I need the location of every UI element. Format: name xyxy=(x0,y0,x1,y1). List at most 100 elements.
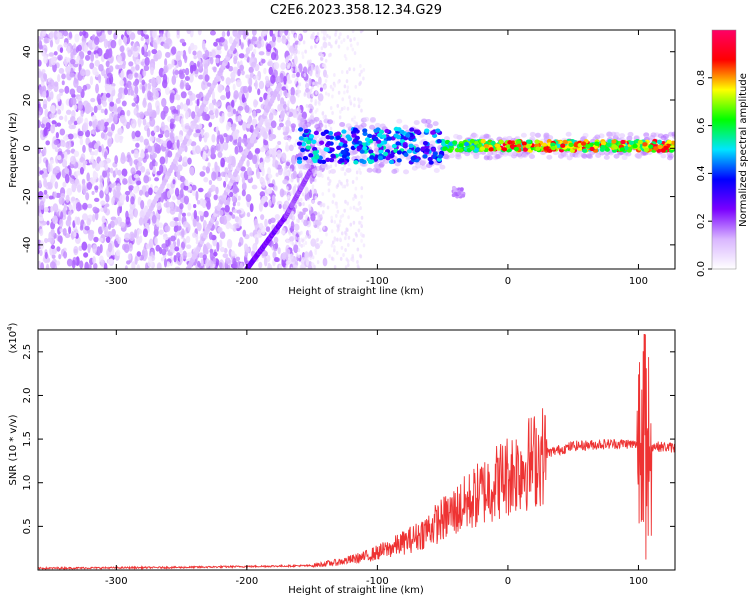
spectrogram-ridge-halo xyxy=(613,153,620,159)
spectrogram-ridge-halo xyxy=(487,150,494,156)
colorbar-tick-label: 0.2 xyxy=(696,213,707,229)
spectrogram-noise-blob xyxy=(39,228,44,237)
spectrogram-noise-blob xyxy=(211,90,215,101)
spectrogram-ridge-halo xyxy=(308,119,315,125)
spectrogram-noise-blob xyxy=(272,250,277,259)
spectrogram-ridge-point xyxy=(313,130,319,136)
spectrogram-noise-blob xyxy=(221,76,225,82)
spectrogram-noise-blob xyxy=(86,181,93,190)
spectrogram-noise-blob xyxy=(294,40,299,45)
spectrogram-ridge-point xyxy=(408,143,414,149)
spectrogram-noise-blob xyxy=(281,152,287,162)
spectrogram-y-tick-label: -20 xyxy=(22,188,33,204)
colorbar-tick-label: 0.4 xyxy=(696,165,707,181)
spectrogram-ridge-point xyxy=(356,145,362,150)
spectrogram-noise-blob xyxy=(283,89,288,97)
spectrogram-faint-blob xyxy=(311,111,314,116)
spectrogram-faint-blob xyxy=(359,254,363,259)
spectrogram-faint-blob xyxy=(299,265,303,269)
colorbar-label: Normalized spectral amplitude xyxy=(738,73,749,227)
spectrogram-noise-blob xyxy=(274,30,278,38)
spectrogram-noise-blob xyxy=(251,30,257,36)
spectrogram-noise-blob xyxy=(66,57,71,63)
spectrogram-noise-blob xyxy=(319,87,323,92)
spectrogram-faint-blob xyxy=(359,206,362,211)
spectrogram-noise-blob xyxy=(73,231,77,238)
spectrogram-noise-blob xyxy=(102,170,108,178)
spectrogram-noise-blob xyxy=(256,40,262,49)
spectrogram-noise-blob xyxy=(139,235,143,244)
spectrogram-noise-blob xyxy=(124,232,131,241)
spectrogram-noise-blob xyxy=(164,225,171,233)
spectrogram-noise-blob xyxy=(215,142,221,152)
spectrogram-noise-blob xyxy=(69,115,76,123)
spectrogram-ridge-halo xyxy=(349,150,356,156)
spectrogram-noise-blob xyxy=(232,83,236,91)
spectrogram-y-axis: -40 -20 0 20 40 xyxy=(22,45,675,253)
spectrogram-noise-blob xyxy=(227,111,232,118)
spectrogram-noise-blob xyxy=(107,30,112,35)
spectrogram-noise-blob xyxy=(137,30,142,35)
spectrogram-ridge-point xyxy=(362,131,368,137)
spectrogram-ridge-halo xyxy=(420,164,427,170)
spectrogram-noise-blob xyxy=(87,39,94,49)
spectrogram-noise-blob xyxy=(91,190,95,196)
spectrogram-noise-blob xyxy=(153,42,158,50)
spectrogram-faint-blob xyxy=(335,213,338,218)
spectrogram-noise-blob xyxy=(178,59,183,68)
spectrogram-ridge-point xyxy=(354,135,360,141)
spectrogram-noise-blob xyxy=(176,30,180,36)
spectrogram-noise-blob xyxy=(197,30,202,36)
spectrogram-faint-blob xyxy=(311,93,314,98)
spectrogram-ridge-point xyxy=(632,143,638,149)
spectrogram-noise-blob xyxy=(52,215,59,225)
spectrogram-noise-blob xyxy=(246,123,251,129)
spectrogram-noise-blob xyxy=(156,35,160,45)
spectrogram-noise-blob xyxy=(117,127,123,136)
spectrogram-faint-blob xyxy=(344,56,348,61)
spectrogram-noise-blob xyxy=(277,247,281,255)
spectrogram-noise-blob xyxy=(261,195,267,203)
spectrogram-faint-blob xyxy=(306,150,310,155)
spectrogram-noise-blob xyxy=(118,38,122,46)
snr-x-tick-label: -100 xyxy=(366,576,389,587)
spectrogram-noise-blob xyxy=(103,226,109,237)
spectrogram-noise-blob xyxy=(273,110,278,116)
spectrogram-noise-blob xyxy=(264,75,270,82)
spectrogram-noise-blob xyxy=(258,80,265,90)
spectrogram-noise-blob xyxy=(237,68,241,77)
spectrogram-faint-blob xyxy=(293,80,297,85)
spectrogram-noise-blob xyxy=(64,151,68,161)
spectrogram-faint-blob xyxy=(337,90,341,95)
spectrogram-noise-blob xyxy=(79,137,84,146)
spectrogram-noise-blob xyxy=(244,53,249,58)
spectrogram-noise-blob xyxy=(86,172,90,182)
spectrogram-noise-blob xyxy=(105,92,111,98)
spectrogram-marks xyxy=(38,30,675,269)
spectrogram-ridge-halo xyxy=(455,151,462,157)
spectrogram-noise-blob xyxy=(242,121,247,131)
spectrogram-noise-blob xyxy=(216,241,220,252)
spectrogram-faint-blob xyxy=(333,237,337,242)
spectrogram-faint-blob xyxy=(344,236,347,241)
spectrogram-noise-blob xyxy=(196,199,201,205)
spectrogram-faint-blob xyxy=(313,264,316,269)
spectrogram-noise-blob xyxy=(113,103,118,114)
spectrogram-noise-blob xyxy=(58,67,65,74)
spectrogram-ridge-point xyxy=(312,146,318,152)
spectrogram-faint-blob xyxy=(360,69,363,74)
spectrogram-noise-blob xyxy=(237,105,244,111)
spectrogram-ridge-halo xyxy=(494,154,501,160)
spectrogram-noise-blob xyxy=(130,66,135,72)
spectrogram-faint-blob xyxy=(289,191,293,196)
spectrogram-noise-blob xyxy=(41,173,45,179)
spectrogram-noise-blob xyxy=(142,69,147,77)
spectrogram-ridge-halo xyxy=(464,151,471,157)
spectrogram-noise-blob xyxy=(48,195,54,200)
spectrogram-noise-blob xyxy=(224,86,230,93)
spectrogram-ridge-halo xyxy=(483,155,490,161)
spectrogram-noise-blob xyxy=(317,93,324,102)
spectrogram-ridge-halo xyxy=(317,122,324,128)
spectrogram-noise-blob xyxy=(150,66,154,76)
spectrogram-faint-blob xyxy=(296,218,299,223)
